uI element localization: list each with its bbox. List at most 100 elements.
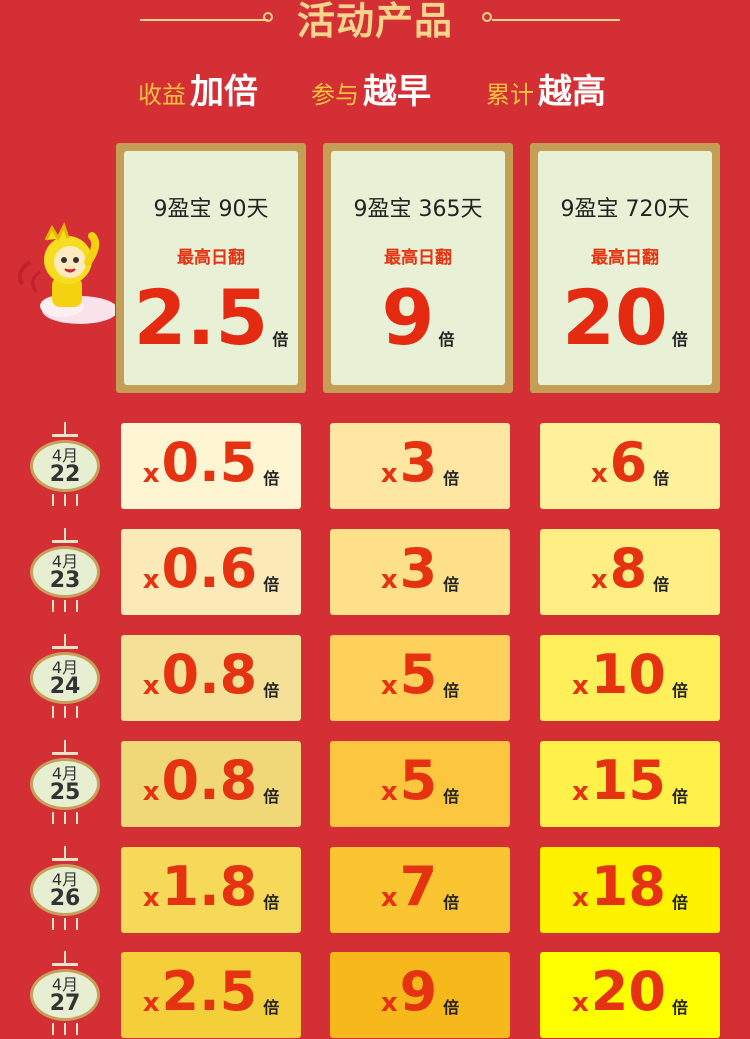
- product-name: 9盈宝 90天: [153, 197, 269, 222]
- cell-unit: 倍: [653, 469, 670, 488]
- multiplier-cell[interactable]: x3 倍: [330, 529, 510, 615]
- slogan-2-small: 参与: [311, 81, 359, 109]
- cell-prefix: x: [142, 988, 160, 1018]
- multiplier-cell[interactable]: x20 倍: [540, 952, 720, 1038]
- cell-value: 3: [399, 537, 438, 600]
- date-month: 4月: [51, 975, 79, 994]
- cell-value: 0.5: [161, 431, 258, 494]
- cell-prefix: x: [380, 565, 398, 595]
- title-divider-left: [140, 19, 268, 21]
- cell-value: 0.8: [161, 643, 258, 706]
- multiplier-cell[interactable]: x0.8 倍: [121, 741, 301, 827]
- cell-prefix: x: [380, 777, 398, 807]
- slogan-3-big: 越高: [538, 72, 606, 112]
- cell-value: 6: [609, 431, 648, 494]
- date-lantern: 4月 22: [28, 422, 102, 508]
- multiplier-cell[interactable]: x15 倍: [540, 741, 720, 827]
- cell-prefix: x: [142, 565, 160, 595]
- cell-unit: 倍: [671, 998, 688, 1017]
- date-day: 24: [49, 674, 81, 699]
- cell-value: 9: [399, 960, 438, 1023]
- slogan-2: 参与 越早: [311, 64, 431, 113]
- date-month: 4月: [51, 552, 79, 571]
- cell-value: 0.6: [161, 537, 258, 600]
- product-multiplier: 20 倍: [538, 273, 712, 362]
- cell-prefix: x: [380, 671, 398, 701]
- cell-unit: 倍: [263, 469, 280, 488]
- multiplier-cell[interactable]: x8 倍: [540, 529, 720, 615]
- product-multiplier: 2.5 倍: [124, 273, 298, 362]
- product-unit: 倍: [671, 330, 688, 349]
- cell-unit: 倍: [653, 575, 670, 594]
- product-card-720[interactable]: 9盈宝 720天 最高日翻 20 倍: [530, 143, 720, 393]
- slogan-2-big: 越早: [363, 72, 431, 112]
- product-card-90[interactable]: 9盈宝 90天 最高日翻 2.5 倍: [116, 143, 306, 393]
- date-lantern: 4月 23: [28, 528, 102, 614]
- cell-prefix: x: [590, 565, 608, 595]
- cell-unit: 倍: [671, 681, 688, 700]
- mascot-icon: [17, 222, 115, 324]
- section-title: 活动产品: [0, 0, 750, 44]
- cell-unit: 倍: [263, 998, 280, 1017]
- multiplier-cell[interactable]: x1.8 倍: [121, 847, 301, 933]
- cell-prefix: x: [572, 777, 589, 807]
- cell-prefix: x: [572, 988, 589, 1018]
- product-value: 9: [381, 273, 435, 362]
- product-value: 2.5: [133, 273, 269, 362]
- cell-unit: 倍: [263, 681, 280, 700]
- cell-unit: 倍: [443, 998, 460, 1017]
- cell-unit: 倍: [671, 787, 688, 806]
- date-month: 4月: [51, 446, 79, 465]
- cell-unit: 倍: [263, 787, 280, 806]
- multiplier-cell[interactable]: x5 倍: [330, 635, 510, 721]
- multiplier-cell[interactable]: x5 倍: [330, 741, 510, 827]
- cell-unit: 倍: [671, 893, 688, 912]
- date-month: 4月: [51, 870, 79, 889]
- date-day: 22: [49, 462, 81, 487]
- multiplier-cell[interactable]: x9 倍: [330, 952, 510, 1038]
- slogan-row: 收益 加倍 参与 越早 累计 越高: [0, 64, 750, 114]
- cell-value: 7: [399, 855, 438, 918]
- cell-unit: 倍: [443, 575, 460, 594]
- slogan-3: 累计 越高: [486, 64, 606, 113]
- multiplier-cell[interactable]: x3 倍: [330, 423, 510, 509]
- multiplier-cell[interactable]: x0.5 倍: [121, 423, 301, 509]
- date-lantern: 4月 24: [28, 634, 102, 720]
- cell-value: 2.5: [161, 960, 258, 1023]
- slogan-3-small: 累计: [486, 81, 534, 109]
- cell-prefix: x: [142, 883, 160, 913]
- product-subtitle: 最高日翻: [384, 248, 452, 268]
- date-month: 4月: [51, 658, 79, 677]
- product-subtitle: 最高日翻: [177, 248, 245, 268]
- product-subtitle: 最高日翻: [591, 248, 659, 268]
- page-title: 活动产品: [296, 0, 453, 43]
- cell-value: 20: [590, 960, 666, 1023]
- cell-unit: 倍: [443, 681, 460, 700]
- cell-value: 5: [399, 749, 438, 812]
- multiplier-cell[interactable]: x0.8 倍: [121, 635, 301, 721]
- multiplier-cell[interactable]: x2.5 倍: [121, 952, 301, 1038]
- cell-prefix: x: [590, 459, 608, 489]
- cell-prefix: x: [380, 988, 398, 1018]
- cell-prefix: x: [572, 883, 589, 913]
- product-name: 9盈宝 365天: [353, 197, 483, 222]
- multiplier-cell[interactable]: x6 倍: [540, 423, 720, 509]
- cell-value: 0.8: [161, 749, 258, 812]
- date-day: 27: [49, 991, 81, 1016]
- product-unit: 倍: [438, 330, 455, 349]
- product-value: 20: [562, 273, 668, 362]
- multiplier-cell[interactable]: x7 倍: [330, 847, 510, 933]
- product-unit: 倍: [272, 330, 289, 349]
- multiplier-cell[interactable]: x10 倍: [540, 635, 720, 721]
- cell-prefix: x: [380, 883, 398, 913]
- multiplier-cell[interactable]: x0.6 倍: [121, 529, 301, 615]
- date-day: 25: [49, 780, 81, 805]
- cell-prefix: x: [380, 459, 398, 489]
- date-day: 26: [49, 886, 81, 911]
- slogan-1: 收益 加倍: [138, 64, 258, 113]
- cell-value: 15: [590, 749, 666, 812]
- slogan-1-big: 加倍: [190, 72, 258, 112]
- multiplier-cell[interactable]: x18 倍: [540, 847, 720, 933]
